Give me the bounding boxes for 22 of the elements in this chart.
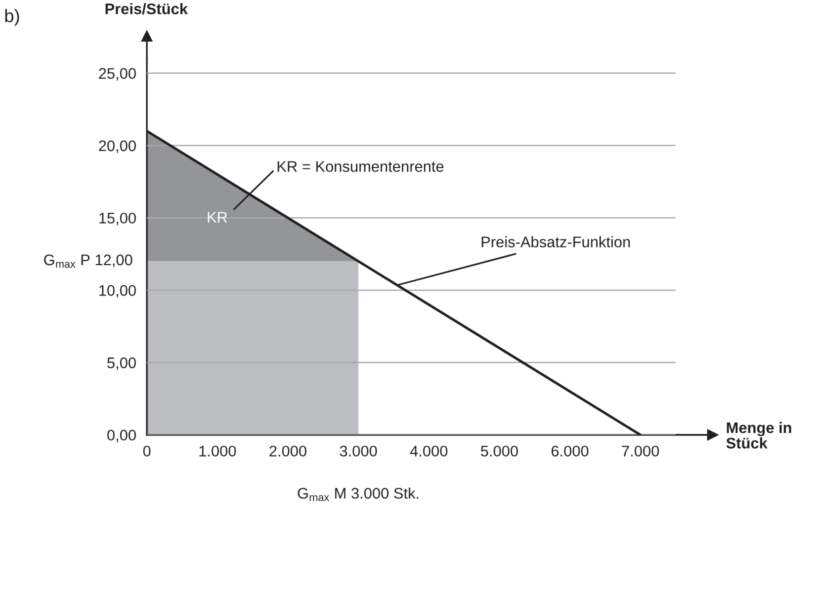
- x-tick-label: 3.000: [340, 446, 377, 457]
- annotation: G$_{max}$ P 12,00: [44, 254, 132, 268]
- x-tick-label: 0: [143, 446, 151, 457]
- text: G$_{max}$ M 3.000 Stk.: [298, 487, 418, 502]
- x-axis-title: Menge in Stück: [726, 422, 792, 449]
- annotation: KR: [208, 212, 228, 223]
- y-tick-label: 15,00: [99, 212, 136, 226]
- x-tick-label: 1.000: [199, 446, 236, 457]
- annotation: Preis-Absatz-Funktion: [482, 236, 630, 248]
- text: b): [5, 8, 20, 26]
- y-tick-label: 0,00: [107, 430, 136, 442]
- x-tick-label: 5.000: [480, 446, 518, 457]
- annotation: KR = Konsumentenrente: [278, 161, 444, 172]
- y-tick-label: 5,00: [107, 357, 136, 370]
- y-tick-label: 10,00: [99, 285, 136, 298]
- y-tick-label: 25,00: [99, 68, 136, 81]
- x-tick-label: 7.000: [622, 446, 659, 457]
- x-tick-label: 6.000: [552, 446, 588, 457]
- x-tick-label: 4.000: [410, 446, 448, 457]
- y-tick-label: 20,00: [99, 140, 136, 153]
- x-tick-label: 2.000: [270, 446, 306, 457]
- y-axis-title: Preis/Stück: [106, 3, 188, 14]
